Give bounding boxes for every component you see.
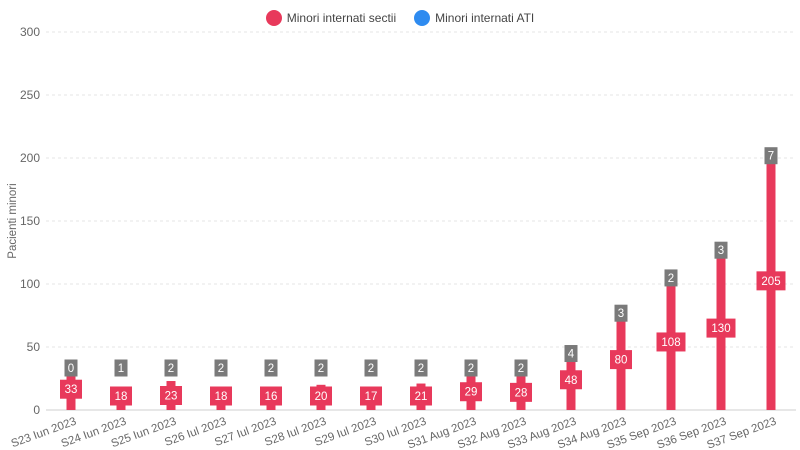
data-label-box-ati [364, 359, 378, 377]
data-label-sectii: 29 [465, 387, 478, 399]
legend-item-sectii[interactable]: Minori internati sectii [265, 10, 397, 26]
data-label-sectii: 108 [661, 337, 680, 349]
data-label-sectii: 28 [515, 387, 528, 399]
data-label-ati: 2 [168, 363, 174, 375]
data-label-sectii: 18 [215, 391, 228, 403]
data-label-ati: 4 [568, 349, 575, 361]
data-label-box-sectii [656, 332, 686, 352]
data-label-box-ati [114, 359, 128, 377]
data-label-sectii: 23 [165, 391, 178, 403]
data-label-box-sectii [60, 379, 82, 399]
data-label-ati: 0 [68, 363, 74, 375]
y-tick-label: 100 [20, 277, 40, 291]
data-label-ati: 2 [218, 363, 224, 375]
y-axis-title: Pacienti minori [7, 183, 19, 258]
data-label-box-ati [564, 345, 578, 363]
y-tick-label: 250 [20, 88, 40, 102]
data-label-ati: 3 [618, 308, 624, 320]
gridlines [46, 31, 796, 411]
data-label-ati: 2 [418, 363, 424, 375]
data-label-box-sectii [510, 382, 532, 402]
y-tick-label: 200 [20, 151, 40, 165]
data-label-ati: 1 [118, 363, 124, 375]
y-tick-label: 150 [20, 214, 40, 228]
data-label-ati: 2 [268, 363, 274, 375]
data-label-box-ati [414, 359, 428, 377]
legend-item-ati[interactable]: Minori internati ATI [414, 10, 534, 26]
data-label-ati: 3 [718, 245, 724, 257]
data-label-box-sectii [260, 386, 282, 406]
data-label-sectii: 130 [711, 323, 730, 335]
y-tick-label: 0 [33, 403, 40, 417]
data-label-ati: 2 [368, 363, 374, 375]
data-label-sectii: 80 [615, 355, 628, 367]
data-label-sectii: 17 [365, 391, 378, 403]
data-label-box-ati [214, 359, 228, 377]
data-label-box-ati [264, 359, 278, 377]
data-label-box-ati [314, 359, 328, 377]
data-label-ati: 2 [518, 363, 524, 375]
data-label-sectii: 20 [315, 391, 328, 403]
data-label-box-sectii [360, 386, 382, 406]
data-label-box-sectii [410, 386, 432, 406]
data-label-box-ati [464, 359, 478, 377]
legend-label-sectii: Minori internati sectii [286, 11, 397, 25]
data-label-sectii: 16 [265, 391, 278, 403]
data-label-ati: 2 [318, 363, 324, 375]
data-label-sectii: 33 [65, 384, 78, 396]
data-label-sectii: 18 [115, 391, 128, 403]
data-label-box-ati [164, 359, 178, 377]
data-label-box-sectii [560, 370, 582, 390]
data-label-box-sectii [610, 350, 632, 370]
data-label-box-sectii [706, 318, 736, 338]
legend-label-ati: Minori internati ATI [435, 11, 535, 25]
y-tick-label: 300 [20, 25, 40, 39]
data-label-box-ati [714, 241, 728, 259]
data-label-ati: 2 [468, 363, 474, 375]
y-axis-ticks: 0 50 100 150 200 250 300 [20, 25, 40, 417]
data-label-box-sectii [460, 382, 482, 402]
data-label-box-ati [514, 359, 528, 377]
bars: 0 33 1 18 2 23 2 18 2 16 2 20 2 17 2 21 2 29 2 28 4 48 3 80 2 108… [60, 147, 786, 410]
data-label-box-ati [614, 304, 628, 322]
chart-legend: Minori internati sectii Minori internati… [0, 8, 800, 28]
data-label-box-sectii [310, 386, 332, 406]
data-label-box-sectii [756, 271, 786, 291]
data-label-sectii: 21 [415, 391, 428, 403]
legend-swatch-sectii [265, 10, 282, 26]
data-label-sectii: 48 [565, 375, 578, 387]
data-label-sectii: 205 [761, 276, 780, 288]
data-label-ati: 2 [668, 273, 674, 285]
data-label-box-ati [664, 269, 678, 287]
data-label-ati: 7 [768, 151, 774, 163]
data-label-box-ati [64, 359, 78, 377]
y-tick-label: 50 [27, 340, 41, 354]
data-label-box-sectii [160, 386, 182, 406]
legend-swatch-ati [414, 10, 431, 26]
data-label-box-sectii [210, 386, 232, 406]
data-label-box-ati [764, 147, 778, 165]
data-label-box-sectii [110, 386, 132, 406]
